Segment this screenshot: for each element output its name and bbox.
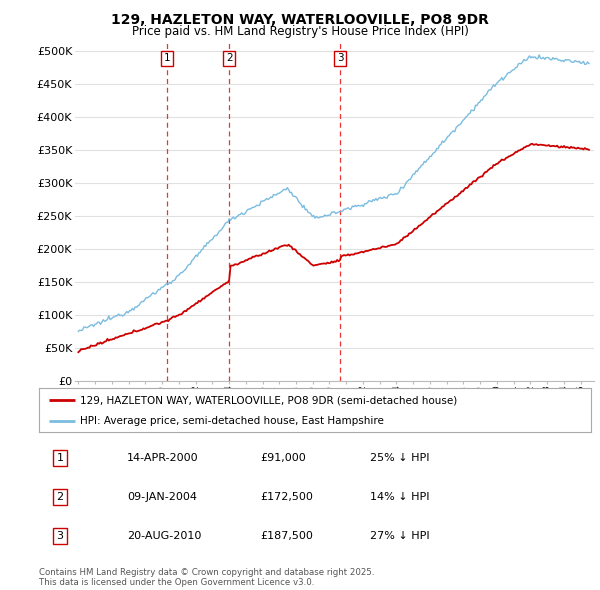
Text: 129, HAZLETON WAY, WATERLOOVILLE, PO8 9DR: 129, HAZLETON WAY, WATERLOOVILLE, PO8 9D… <box>111 13 489 27</box>
Text: 09-JAN-2004: 09-JAN-2004 <box>127 492 197 502</box>
Text: 3: 3 <box>56 531 64 541</box>
Text: 25% ↓ HPI: 25% ↓ HPI <box>370 453 430 463</box>
Text: £172,500: £172,500 <box>260 492 313 502</box>
Text: 20-AUG-2010: 20-AUG-2010 <box>127 531 202 541</box>
Text: 2: 2 <box>56 492 64 502</box>
Text: Contains HM Land Registry data © Crown copyright and database right 2025.
This d: Contains HM Land Registry data © Crown c… <box>39 568 374 587</box>
Text: 129, HAZLETON WAY, WATERLOOVILLE, PO8 9DR (semi-detached house): 129, HAZLETON WAY, WATERLOOVILLE, PO8 9D… <box>80 395 458 405</box>
Text: HPI: Average price, semi-detached house, East Hampshire: HPI: Average price, semi-detached house,… <box>80 416 384 426</box>
Text: £91,000: £91,000 <box>260 453 305 463</box>
Text: 3: 3 <box>337 53 343 63</box>
Text: 27% ↓ HPI: 27% ↓ HPI <box>370 531 430 541</box>
Text: Price paid vs. HM Land Registry's House Price Index (HPI): Price paid vs. HM Land Registry's House … <box>131 25 469 38</box>
Text: £187,500: £187,500 <box>260 531 313 541</box>
Text: 1: 1 <box>163 53 170 63</box>
Text: 14-APR-2000: 14-APR-2000 <box>127 453 199 463</box>
Text: 2: 2 <box>226 53 233 63</box>
Text: 14% ↓ HPI: 14% ↓ HPI <box>370 492 430 502</box>
Text: 1: 1 <box>56 453 64 463</box>
